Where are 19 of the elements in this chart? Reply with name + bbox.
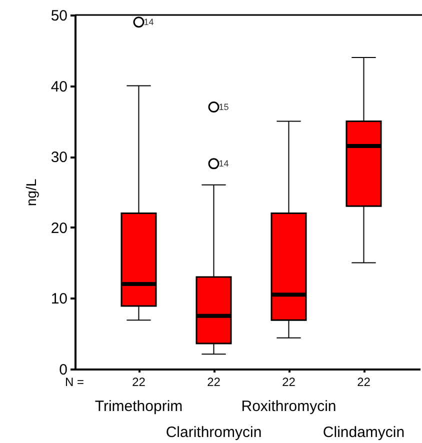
- y-tick-label: 40: [50, 78, 68, 96]
- annotation: 14: [144, 17, 154, 28]
- x-tick-label: Clindamycin: [322, 424, 405, 441]
- annotation: 22: [207, 375, 221, 389]
- y-tick-label: 0: [59, 362, 68, 378]
- text: N =: [65, 375, 84, 389]
- x-tick-label: Roxithromycin: [241, 398, 336, 415]
- annotation: 14: [218, 158, 229, 169]
- annotation: 22: [282, 375, 296, 389]
- y-tick-label: 30: [50, 149, 68, 166]
- x-tick-label: Clarithromycin: [166, 424, 262, 441]
- y-tick-label: 10: [50, 290, 68, 308]
- annotation: 15: [218, 102, 229, 112]
- y-tick-label: 20: [50, 220, 68, 237]
- y-axis-title: ng/L: [22, 178, 39, 206]
- x-tick-label: Trimethoprim: [94, 398, 183, 415]
- y-tick-label: 50: [50, 8, 68, 24]
- annotation: 22: [132, 375, 146, 389]
- annotation: 22: [357, 375, 371, 389]
